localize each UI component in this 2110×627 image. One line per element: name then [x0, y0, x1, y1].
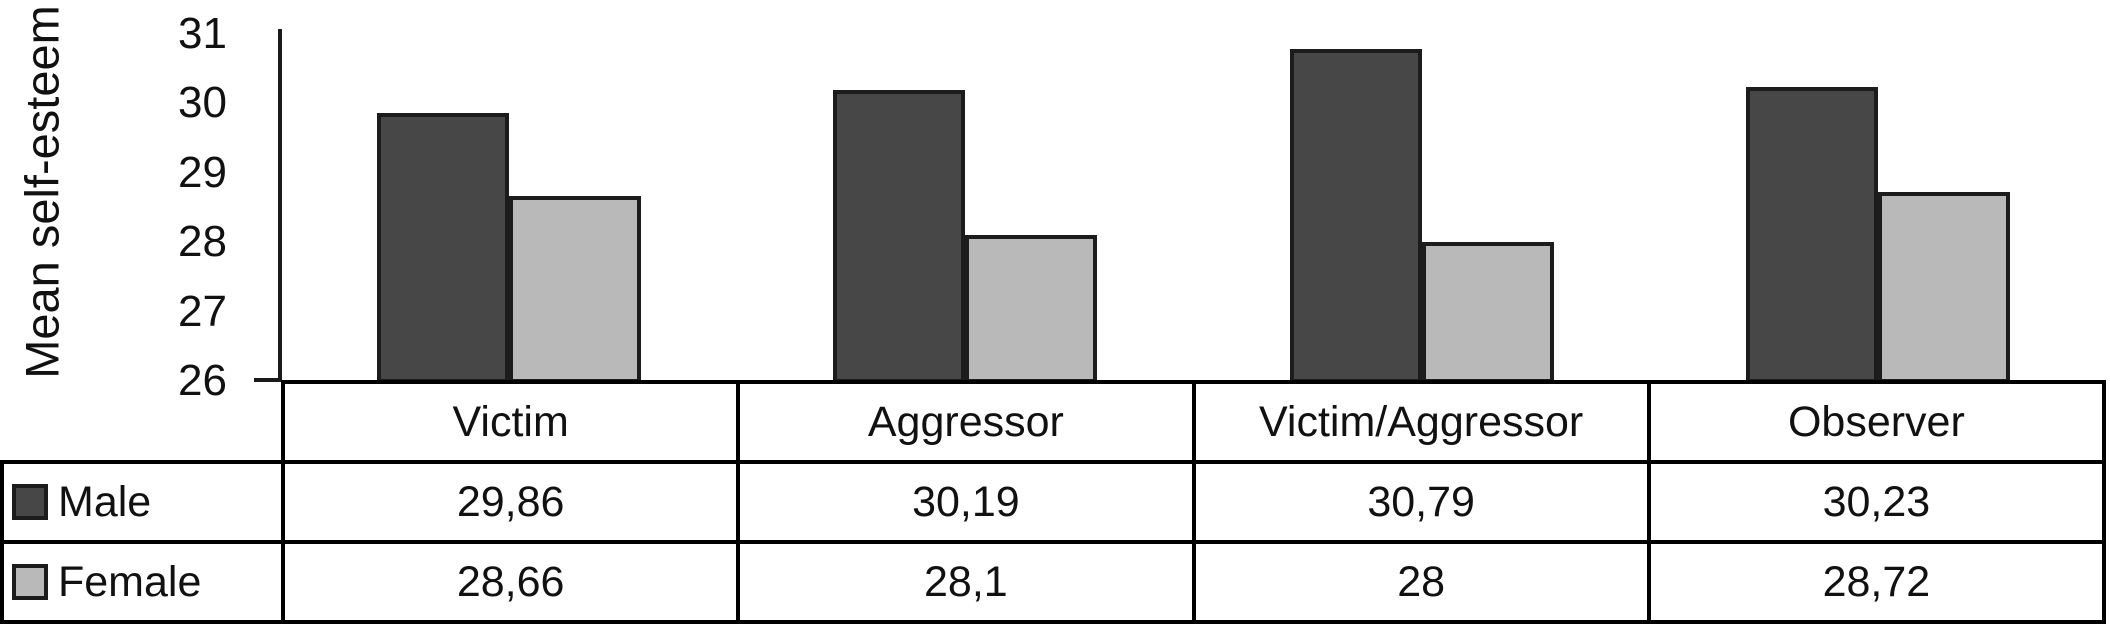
value-cell-male-observer: 30,23 [1646, 460, 2107, 544]
category-header-row: Victim Aggressor Victim/Aggressor Observer [2, 380, 2107, 464]
value-cell-female-aggressor: 28,1 [736, 540, 1196, 624]
bar-male-observer [1745, 87, 1878, 383]
data-table: Victim Aggressor Victim/Aggressor Observer M… [0, 380, 2107, 624]
table-row-male: Male 29,86 30,19 30,79 30,23 [0, 460, 2107, 544]
y-tick-label-27: 27 [178, 286, 227, 336]
y-tick-label-29: 29 [178, 147, 227, 197]
y-axis-title: Mean self-esteem [15, 5, 69, 379]
value-cell-female-observer: 28,72 [1646, 540, 2107, 624]
category-header-observer: Observer [1646, 380, 2107, 464]
category-header-victim-aggressor: Victim/Aggressor [1191, 380, 1651, 464]
legend-item-female: Female [0, 540, 285, 624]
category-header-victim: Victim [280, 380, 741, 464]
legend-label-male: Male [58, 477, 152, 526]
y-tick-label-30: 30 [178, 78, 227, 128]
legend-item-male: Male [0, 460, 285, 544]
y-axis-line [278, 29, 282, 381]
bar-male-aggressor [833, 90, 966, 383]
bar-male-victim-aggressor [1289, 48, 1422, 383]
bar-female-victim-aggressor [1421, 242, 1554, 383]
legend-label-female: Female [58, 557, 202, 606]
bar-male-victim [377, 113, 510, 383]
y-tick-label-26: 26 [178, 356, 227, 405]
legend-swatch-male-icon [12, 484, 48, 520]
category-header-aggressor: Aggressor [736, 380, 1196, 464]
value-cell-male-victim-aggressor: 30,79 [1191, 460, 1651, 544]
value-cell-female-victim: 28,66 [280, 540, 741, 624]
table-corner-cell [2, 382, 283, 462]
y-tick-label-31: 31 [178, 9, 227, 58]
y-axis-tick-mark [254, 378, 282, 382]
bar-female-observer [1877, 192, 2010, 383]
table-row-female: Female 28,66 28,1 28 28,72 [0, 540, 2107, 624]
value-cell-female-victim-aggressor: 28 [1191, 540, 1651, 624]
value-cell-male-aggressor: 30,19 [736, 460, 1196, 544]
bar-female-aggressor [965, 235, 1098, 383]
bar-female-victim [509, 196, 642, 383]
legend-swatch-female-icon [12, 564, 48, 600]
value-cell-male-victim: 29,86 [280, 460, 741, 544]
y-tick-label-28: 28 [178, 217, 227, 267]
